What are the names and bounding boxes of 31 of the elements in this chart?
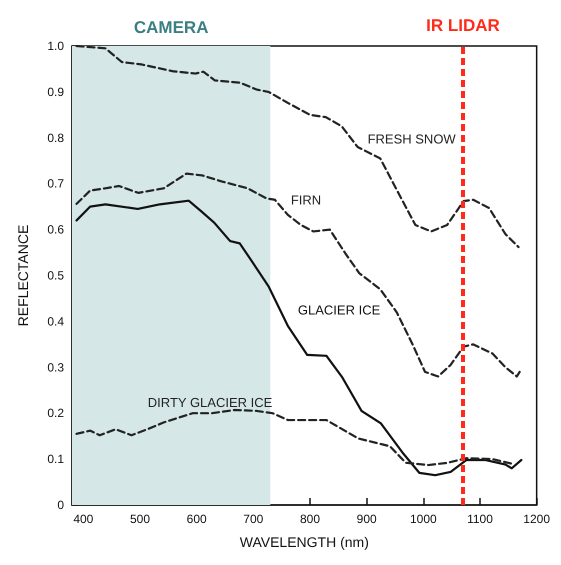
x-tick-label: 600 <box>186 512 207 526</box>
y-tick-label: 0.8 <box>47 130 64 145</box>
y-tick-label: 0.6 <box>47 222 64 237</box>
line-series <box>75 408 513 466</box>
y-axis-title: REFLECTANCE <box>15 224 31 326</box>
x-axis-title: WAVELENGTH (nm) <box>240 534 369 550</box>
band-label: CAMERA <box>134 18 208 37</box>
line-series <box>75 44 520 248</box>
y-tick-label: 0.7 <box>47 176 64 191</box>
x-tick-label: 700 <box>243 512 264 526</box>
y-tick-label: 0.4 <box>47 314 64 328</box>
y-tick-label: 0.2 <box>47 406 64 420</box>
y-tick-label: 0.9 <box>47 84 64 99</box>
series-label: GLACIER ICE <box>298 302 381 318</box>
x-tick-label: 400 <box>73 512 94 526</box>
x-tick-label: 800 <box>300 512 320 526</box>
x-tick-label: 1200 <box>523 512 550 526</box>
x-tick-label: 1000 <box>410 512 437 526</box>
series-label: FIRN <box>290 192 322 208</box>
series-label: FRESH SNOW <box>368 131 456 146</box>
x-tick-label: 1100 <box>467 512 494 526</box>
ref-line-label: IR LIDAR <box>426 16 500 35</box>
line-series <box>75 172 521 378</box>
x-tick-label: 900 <box>356 512 377 526</box>
x-tick-label: 500 <box>130 512 150 526</box>
y-tick-label: 0.1 <box>47 452 64 466</box>
series-label: DIRTY GLACIER ICE <box>148 394 273 410</box>
y-tick-label: 0.3 <box>47 360 64 374</box>
y-tick-label: 0.5 <box>47 268 64 282</box>
y-tick-label: 0 <box>57 498 64 512</box>
y-tick-label: 1.0 <box>47 39 64 53</box>
